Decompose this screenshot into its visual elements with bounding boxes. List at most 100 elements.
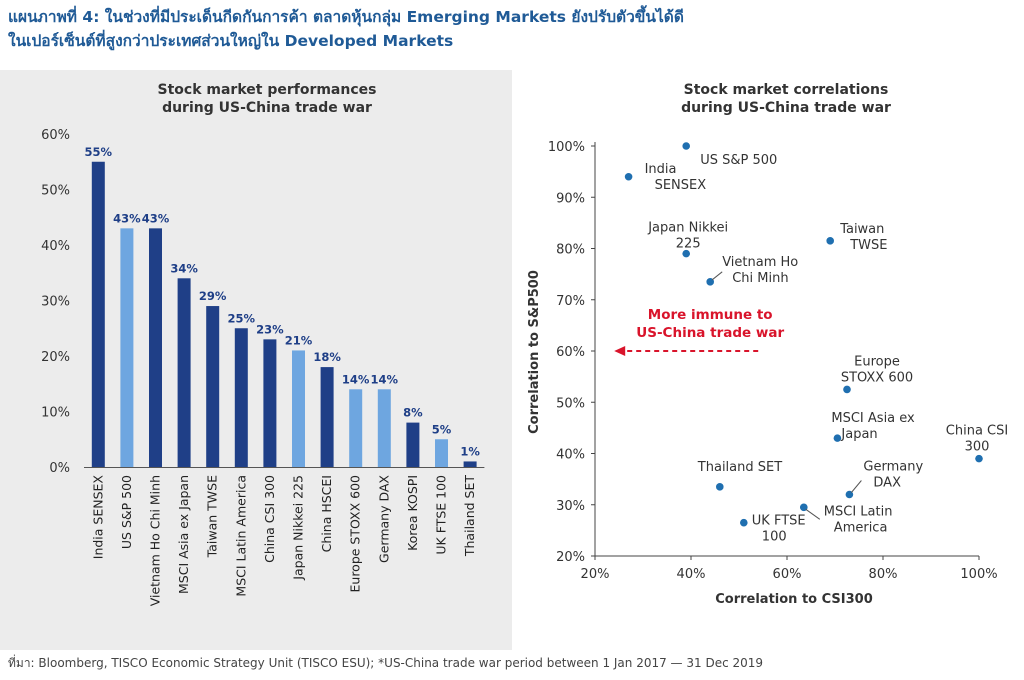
scatter-y-tick-label: 70% [556, 294, 585, 309]
bar-chart-title-line1: Stock market performances [158, 82, 377, 98]
bar-korea-kospi [406, 422, 420, 467]
bar-value-label: 55% [85, 145, 113, 159]
point-label: Japan [840, 427, 877, 442]
bar-value-label: 23% [256, 322, 284, 336]
bar-category-label: Thailand SET [462, 475, 477, 557]
scatter-x-tick-label: 40% [677, 567, 706, 582]
scatter-y-tick-label: 90% [556, 191, 585, 206]
point-label: Vietnam Ho [722, 255, 798, 270]
bar-value-label: 34% [170, 261, 198, 275]
point-label: MSCI Asia ex [831, 411, 915, 426]
annotation-text: More immune to [648, 307, 773, 323]
bar-y-tick-label: 20% [41, 350, 70, 365]
bar-vietnam-ho-chi-minh [149, 228, 162, 467]
scatter-x-tick-label: 20% [581, 567, 610, 582]
bar-china-hscei [320, 367, 334, 467]
bar-category-label: China CSI 300 [262, 475, 277, 563]
point-dot [716, 483, 724, 491]
point-dot [624, 172, 633, 181]
point-leader-line [711, 271, 723, 281]
scatter-x-tick-label: 100% [960, 567, 997, 582]
bar-chart-title-line2: during US-China trade war [162, 100, 372, 116]
annotation-text: US-China trade war [636, 325, 784, 341]
point-dot [843, 385, 851, 394]
bar-category-label: Germany DAX [376, 475, 391, 563]
bar-y-tick-label: 10% [41, 406, 70, 421]
bar-y-tick-label: 30% [41, 295, 70, 310]
scatter-chart: Stock market correlations during US-Chin… [527, 82, 1008, 607]
scatter-chart-title-line1: Stock market correlations [684, 82, 889, 98]
scatter-y-axis-label: Correlation to S&P500 [527, 270, 542, 434]
bar-germany-dax [377, 389, 391, 467]
bar-value-label: 14% [342, 372, 370, 386]
bar-value-label: 18% [313, 350, 341, 364]
point-dot [706, 278, 714, 286]
point-dot [800, 503, 808, 512]
bar-japan-nikkei-225 [292, 350, 305, 467]
scatter-x-axis-label: Correlation to CSI300 [715, 592, 873, 607]
point-dot [975, 454, 983, 463]
bar-category-label: Korea KOSPI [405, 475, 420, 551]
point-label: TWSE [849, 238, 887, 253]
annotation-arrow-head [614, 346, 626, 356]
point-label: China CSI [946, 424, 1008, 439]
point-dot [833, 434, 842, 442]
scatter-y-tick-label: 50% [556, 396, 585, 411]
scatter-y-tick-label: 100% [548, 140, 585, 155]
point-label: India [645, 162, 677, 177]
bar-category-label: Taiwan TWSE [205, 475, 220, 558]
scatter-chart-title-line2: during US-China trade war [681, 100, 891, 116]
point-label: STOXX 600 [841, 370, 913, 385]
bar-series: 55% India SENSEX 43% US S&P 500 43% Vietnam H… [85, 145, 481, 607]
bar-category-label: UK FTSE 100 [434, 475, 449, 555]
bar-value-label: 1% [460, 444, 480, 458]
bar-value-label: 43% [113, 211, 141, 225]
bar-value-label: 5% [432, 422, 452, 436]
point-label: 300 [965, 440, 990, 455]
bar-taiwan-twse [206, 306, 220, 467]
bar-category-label: Vietnam Ho Chi Minh [148, 475, 163, 606]
bar-category-label: China HSCEI [319, 475, 334, 552]
bar-category-label: Europe STOXX 600 [348, 475, 363, 593]
point-dot [845, 490, 854, 499]
scatter-y-tick-label: 60% [556, 345, 585, 360]
scatter-y-tick-label: 40% [556, 448, 585, 463]
point-china-csi-300: China CSI300 [946, 424, 1008, 463]
point-label: Chi Minh [732, 271, 788, 286]
bar-y-tick-label: 60% [41, 128, 70, 143]
point-leader-line [851, 480, 862, 493]
bar-china-csi-300 [263, 339, 277, 467]
point-label: MSCI Latin [824, 504, 893, 519]
bar-y-tick-label: 40% [41, 239, 70, 254]
scatter-y-tick-label: 20% [556, 550, 585, 565]
point-label: America [834, 520, 888, 535]
point-label: Taiwan [839, 222, 884, 237]
scatter-annotation: More immune to US-China trade war [614, 307, 784, 356]
bar-uk-ftse-100 [435, 439, 448, 467]
bar-category-label: US S&P 500 [119, 475, 134, 549]
bar-y-tick-label: 50% [41, 184, 70, 199]
point-label: Europe [854, 354, 900, 369]
scatter-x-tick-label: 80% [869, 567, 898, 582]
bar-value-label: 29% [199, 289, 227, 303]
bar-msci-asia-ex-japan [177, 278, 191, 467]
point-label: US S&P 500 [700, 153, 777, 168]
bar-value-label: 21% [285, 333, 313, 347]
scatter-axes: 20% 30% 40% 50% 60% 70% 80% 90% 100% 20% 40% 60% 80%… [548, 140, 998, 582]
bar-thailand-set [463, 461, 477, 467]
point-us-s-p-500: US S&P 500 [682, 142, 777, 168]
bar-us-s-p-500 [120, 228, 134, 467]
point-label: 225 [676, 237, 701, 252]
bar-india-sensex [91, 161, 105, 467]
point-label: UK FTSE [752, 514, 806, 529]
point-label: Japan Nikkei [647, 221, 728, 236]
point-label: DAX [873, 476, 901, 491]
figure-title-line2: ในเปอร์เซ็นต์ที่สูงกว่าประเทศส่วนใหญ่ใน … [8, 32, 454, 50]
